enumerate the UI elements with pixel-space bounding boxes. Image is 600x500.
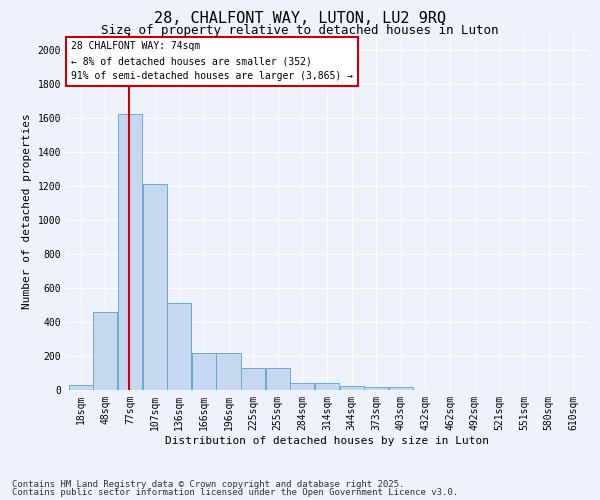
Bar [118, 114, 142, 390]
Bar [315, 383, 339, 390]
Bar [217, 352, 241, 390]
Text: 28 CHALFONT WAY: 74sqm
← 8% of detached houses are smaller (352)
91% of semi-det: 28 CHALFONT WAY: 74sqm ← 8% of detached … [71, 42, 353, 81]
Bar [167, 303, 191, 390]
Bar [266, 368, 290, 390]
Bar [241, 368, 265, 390]
Text: 28, CHALFONT WAY, LUTON, LU2 9RQ: 28, CHALFONT WAY, LUTON, LU2 9RQ [154, 11, 446, 26]
Bar [94, 312, 118, 390]
Bar [389, 388, 413, 390]
X-axis label: Distribution of detached houses by size in Luton: Distribution of detached houses by size … [165, 436, 489, 446]
Bar [69, 385, 93, 390]
Y-axis label: Number of detached properties: Number of detached properties [22, 114, 32, 309]
Text: Size of property relative to detached houses in Luton: Size of property relative to detached ho… [101, 24, 499, 37]
Bar [290, 383, 314, 390]
Text: Contains HM Land Registry data © Crown copyright and database right 2025.: Contains HM Land Registry data © Crown c… [12, 480, 404, 489]
Bar [364, 386, 388, 390]
Text: Contains public sector information licensed under the Open Government Licence v3: Contains public sector information licen… [12, 488, 458, 497]
Bar [192, 352, 216, 390]
Bar [340, 386, 364, 390]
Bar [143, 184, 167, 390]
